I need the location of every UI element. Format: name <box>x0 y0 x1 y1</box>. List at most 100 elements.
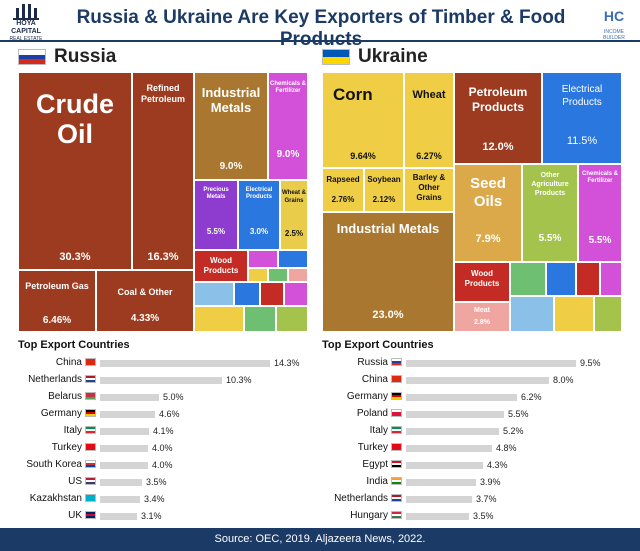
bar-value-label: 5.0% <box>163 392 184 402</box>
treemap-cell-label: Wood Products <box>464 269 500 288</box>
treemap-cell-label: Wheat <box>412 89 446 101</box>
treemap-cell-wood-products: Wood Products <box>194 250 248 282</box>
income-builder-logo: HC INCOME BUILDER <box>594 3 634 41</box>
bar <box>406 479 476 486</box>
treemap-cell-value: 3.0% <box>249 227 269 236</box>
bar-row: Italy 5.2% <box>306 424 606 438</box>
bar-country-label: Egypt <box>362 459 388 470</box>
treemap-cell-small <box>600 262 622 296</box>
source-footer: Source: OEC, 2019. Aljazeera News, 2022. <box>0 528 640 551</box>
bar-value-label: 4.6% <box>159 409 180 419</box>
bar-country-label: China <box>361 374 388 385</box>
bar-row: Poland 5.5% <box>306 407 606 421</box>
bar-value-label: 8.0% <box>553 375 574 385</box>
treemap-cell-label: Wood Products <box>203 256 239 275</box>
ukraine-heading: Ukraine <box>322 46 522 68</box>
bar-row: Germany 4.6% <box>0 407 300 421</box>
treemap-cell-label: Chemicals & Fertilizer <box>581 171 618 184</box>
treemap-cell-value: 9.64% <box>350 151 376 161</box>
treemap-cell-value: 2.8% <box>474 319 490 326</box>
treemap-cell-label: Refined Petroleum <box>140 83 185 104</box>
treemap-cell-soybean: Soybean 2.12% <box>364 168 404 212</box>
ukraine-title: Ukraine <box>358 46 428 67</box>
treemap-cell-label: Electrical Products <box>561 84 603 108</box>
bar <box>406 411 504 418</box>
treemap-cell-industrial-metals: Industrial Metals 9.0% <box>194 72 268 180</box>
bar <box>406 394 517 401</box>
treemap-cell-seed-oils: Seed Oils 7.9% <box>454 164 522 262</box>
bar-row: Italy 4.1% <box>0 424 300 438</box>
treemap-cell-barley-grains: Barley & Other Grains <box>404 168 454 212</box>
treemap-cell-label: Wheat & Grains <box>282 190 306 204</box>
treemap-cell-value: 2.76% <box>331 195 355 204</box>
treemap-cell-wood-products: Wood Products <box>454 262 510 302</box>
treemap-cell-electrical-products: Electrical Products 11.5% <box>542 72 622 164</box>
treemap-cell-value: 6.46% <box>42 315 72 326</box>
treemap-cell-small <box>234 282 260 306</box>
bar-country-label: US <box>68 476 82 487</box>
bar <box>100 462 148 469</box>
bar-country-label: Kazakhstan <box>29 493 82 504</box>
treemap-cell-value: 5.5% <box>588 235 612 246</box>
bar-country-label: Poland <box>356 408 388 419</box>
bar <box>100 496 140 503</box>
bar-row: Egypt 4.3% <box>306 458 606 472</box>
country-flag-icon <box>391 409 402 417</box>
country-flag-icon <box>391 494 402 502</box>
treemap-cell-value: 11.5% <box>566 135 598 147</box>
treemap-cell-value: 5.5% <box>206 227 226 236</box>
bar <box>100 445 148 452</box>
treemap-cell-petroleum-products: Petroleum Products 12.0% <box>454 72 542 164</box>
bar-row: Belarus 5.0% <box>0 390 300 404</box>
bar-country-label: Hungary <box>350 510 388 521</box>
bar-country-label: China <box>55 357 82 368</box>
treemap-cell-value: 12.0% <box>482 141 514 153</box>
country-flag-icon <box>391 460 402 468</box>
bar <box>100 513 137 520</box>
bar-row: Germany 6.2% <box>306 390 606 404</box>
bar-country-label: Italy <box>63 425 82 436</box>
russia-heading: Russia <box>18 46 218 68</box>
russia-title: Russia <box>54 46 117 67</box>
russia-bars-title: Top Export Countries <box>18 339 130 351</box>
treemap-cell-label: Soybean <box>367 175 401 184</box>
treemap-cell-value: 23.0% <box>372 309 404 321</box>
bar-country-label: Belarus <box>48 391 82 402</box>
country-flag-icon <box>391 477 402 485</box>
treemap-cell-value: 16.3% <box>147 251 179 263</box>
bar-country-label: India <box>366 476 388 487</box>
bar <box>406 513 469 520</box>
country-flag-icon <box>85 375 96 383</box>
country-flag-icon <box>391 511 402 519</box>
bar-country-label: Turkey <box>357 442 388 453</box>
ukraine-flag-icon <box>322 49 350 65</box>
treemap-cell-label: Petroleum Products <box>468 85 528 114</box>
bar <box>100 428 149 435</box>
treemap-cell-small <box>554 296 594 332</box>
treemap-cell-coal-other: Coal & Other 4.33% <box>96 270 194 332</box>
treemap-cell-label: Seed Oils <box>470 175 506 210</box>
treemap-cell-value: 4.33% <box>130 313 160 324</box>
bar <box>406 496 472 503</box>
treemap-cell-small <box>276 306 308 332</box>
bar-value-label: 9.5% <box>580 358 601 368</box>
bar-value-label: 14.3% <box>274 358 300 368</box>
treemap-cell-meat: Meat 2.8% <box>454 302 510 332</box>
bar-value-label: 4.0% <box>152 443 173 453</box>
treemap-cell-small <box>284 282 308 306</box>
country-flag-icon <box>85 511 96 519</box>
country-flag-icon <box>391 443 402 451</box>
bar-row: China 8.0% <box>306 373 606 387</box>
bar-value-label: 3.9% <box>480 477 501 487</box>
treemap-cell-corn: Corn 9.64% <box>322 72 404 168</box>
bar <box>100 479 142 486</box>
treemap-cell-label: Chemicals & Fertilizer <box>269 81 306 94</box>
bar-value-label: 4.8% <box>496 443 517 453</box>
treemap-cell-crude-oil: Crude Oil 30.3% <box>18 72 132 270</box>
bar-value-label: 5.5% <box>508 409 529 419</box>
bar-value-label: 4.0% <box>152 460 173 470</box>
treemap-cell-wheat-grains: Wheat & Grains 2.5% <box>280 180 308 250</box>
bar-row: UK 3.1% <box>0 509 300 523</box>
bar-value-label: 3.5% <box>473 511 494 521</box>
country-flag-icon <box>85 443 96 451</box>
